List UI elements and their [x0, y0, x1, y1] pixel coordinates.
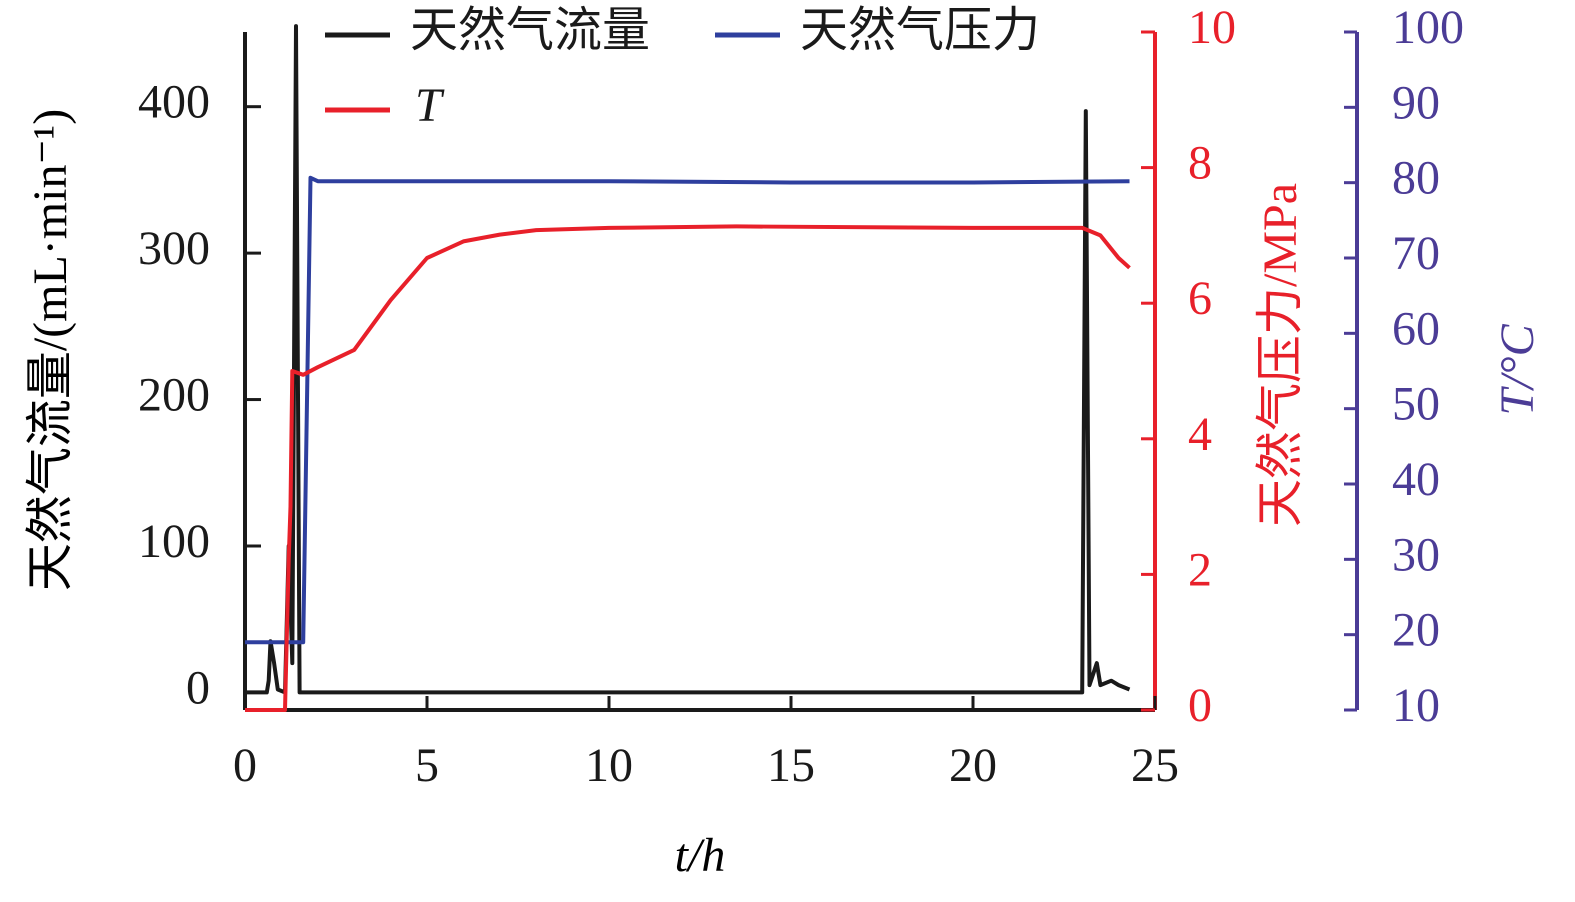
legend-label: 天然气压力 [800, 4, 1040, 57]
y3-tick-label: 50 [1392, 378, 1440, 431]
x-tick-label: 15 [767, 739, 815, 792]
x-tick-label: 10 [585, 739, 633, 792]
y3-tick-label: 90 [1392, 76, 1440, 129]
y3-tick-label: 10 [1392, 679, 1440, 732]
legend-label: T [415, 79, 445, 132]
y2-tick-label: 2 [1188, 543, 1212, 596]
y3-axis-title: T/°C [1491, 323, 1544, 415]
x-tick-label: 0 [233, 739, 257, 792]
y2-tick-label: 0 [1188, 679, 1212, 732]
y2-tick-label: 4 [1188, 408, 1212, 461]
legend-label: 天然气流量 [410, 4, 650, 57]
y3-tick-label: 60 [1392, 302, 1440, 355]
x-tick-label: 25 [1131, 739, 1179, 792]
y-tick-label: 100 [138, 515, 210, 568]
y-axis-title: 天然气流量/(mL·min⁻¹) [24, 109, 77, 591]
y3-tick-label: 20 [1392, 604, 1440, 657]
y3-tick-label: 100 [1392, 1, 1464, 54]
y2-tick-label: 8 [1188, 137, 1212, 190]
y-tick-label: 400 [138, 76, 210, 129]
x-tick-label: 5 [415, 739, 439, 792]
y3-tick-label: 40 [1392, 453, 1440, 506]
y-tick-label: 200 [138, 369, 210, 422]
y3-tick-label: 70 [1392, 227, 1440, 280]
x-axis-title: t/h [675, 829, 726, 882]
y3-tick-label: 80 [1392, 152, 1440, 205]
y-tick-label: 300 [138, 222, 210, 275]
series-line [245, 24, 1131, 695]
y-tick-label: 0 [186, 661, 210, 714]
series-line [245, 224, 1131, 712]
y2-tick-label: 6 [1188, 272, 1212, 325]
y3-tick-label: 30 [1392, 528, 1440, 581]
y2-tick-label: 10 [1188, 1, 1236, 54]
series-line [245, 175, 1130, 645]
y2-axis-title: 天然气压力/MPa [1254, 183, 1307, 527]
x-tick-label: 20 [949, 739, 997, 792]
